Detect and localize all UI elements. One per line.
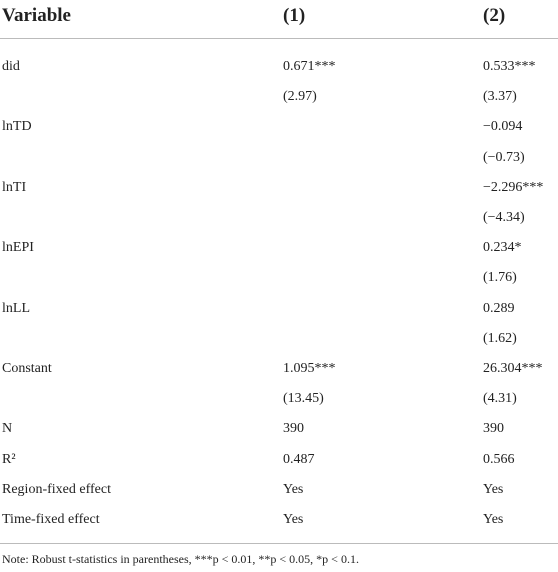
value-cell: (−0.73) [483, 149, 525, 165]
row-label: lnEPI [2, 240, 34, 256]
row-label: Region-fixed effect [2, 481, 111, 497]
value-cell: 0.289 [483, 300, 515, 316]
header-cell: (1) [283, 5, 306, 26]
value-cell: −0.094 [483, 119, 523, 135]
row-label: lnLL [2, 300, 30, 316]
value-cell: (1.76) [483, 270, 517, 286]
header-rule [0, 38, 558, 39]
value-cell: (1.62) [483, 330, 517, 346]
row-label: N [2, 421, 13, 437]
value-cell: −2.296*** [483, 179, 544, 195]
row-label: lnTD [2, 119, 32, 135]
value-cell: Yes [483, 512, 504, 527]
header-cell: Variable [2, 5, 71, 26]
row-label: lnTI [2, 179, 27, 195]
value-cell: 0.566 [483, 451, 515, 467]
bottom-rule [0, 543, 558, 544]
value-cell: 0.533*** [483, 59, 536, 74]
value-cell: (3.37) [483, 89, 517, 105]
value-cell: Yes [283, 481, 304, 497]
value-cell: Yes [483, 481, 504, 497]
value-cell: (4.31) [483, 391, 517, 407]
value-cell: (13.45) [283, 391, 324, 407]
value-cell: 0.234* [483, 240, 522, 256]
value-cell: 0.487 [283, 451, 315, 467]
value-cell: 0.671*** [283, 59, 336, 74]
value-cell: (−4.34) [483, 210, 525, 225]
value-cell: 390 [283, 421, 304, 437]
value-cell: (2.97) [283, 89, 317, 105]
row-label: did [2, 59, 20, 74]
value-cell: 26.304*** [483, 361, 543, 376]
row-label: Time-fixed effect [2, 512, 100, 527]
row-label: Constant [2, 361, 52, 376]
value-cell: Yes [283, 512, 304, 527]
value-cell: 1.095*** [283, 361, 336, 376]
table-note: Note: Robust t-statistics in parentheses… [2, 552, 359, 566]
header-cell: (2) [483, 5, 506, 26]
value-cell: 390 [483, 421, 504, 437]
row-label: R² [2, 451, 16, 467]
